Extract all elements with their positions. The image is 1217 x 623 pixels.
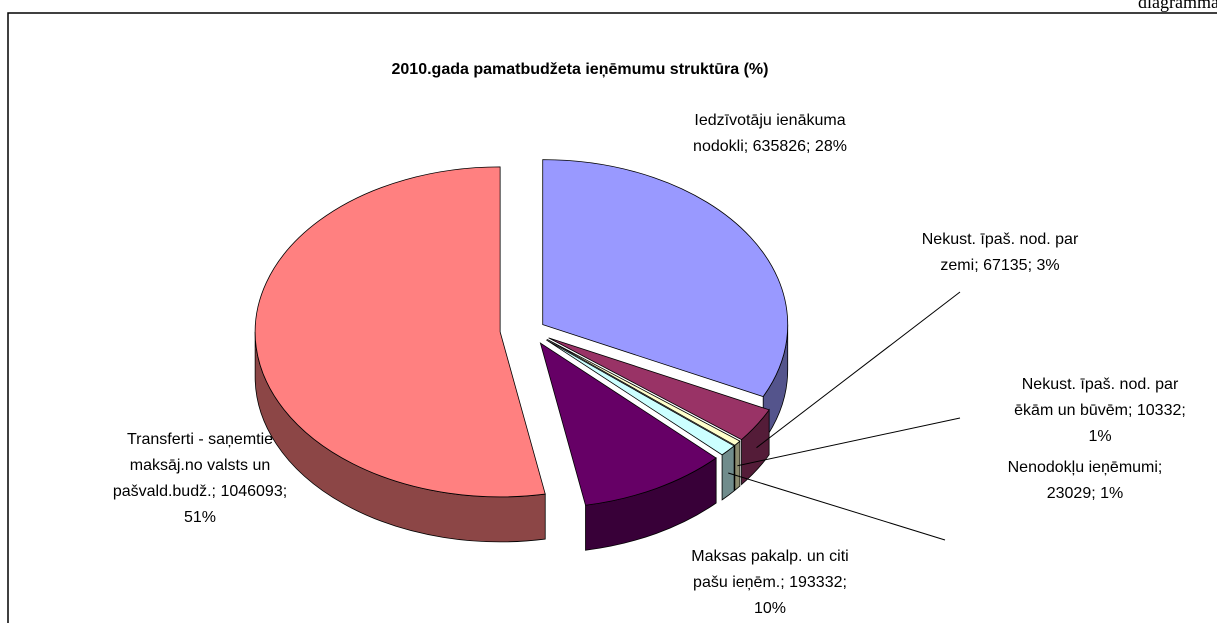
data-label: Nenodokļu ieņēmumi;: [1008, 459, 1163, 476]
slice: [542, 159, 789, 398]
data-label: pašvald.budž.; 1046093;: [113, 483, 287, 500]
data-label: 51%: [184, 509, 216, 526]
data-label: Nekust. īpaš. nod. par: [922, 231, 1079, 248]
slice: [539, 342, 717, 506]
data-label: Maksas pakalp. un citi: [691, 548, 848, 565]
leader-line: [728, 472, 946, 541]
data-label: 1%: [1088, 428, 1111, 445]
data-label: ēkām un būvēm; 10332;: [1014, 402, 1186, 419]
slice: [546, 338, 741, 446]
data-label: maksāj.no valsts un: [130, 457, 271, 474]
data-label: pašu ieņēm.; 193332;: [693, 574, 847, 591]
data-label: nodokli; 635826; 28%: [693, 138, 847, 155]
slice: [546, 339, 735, 456]
data-label: 10%: [754, 600, 786, 617]
data-label: zemi; 67135; 3%: [940, 257, 1059, 274]
leader-line: [756, 291, 961, 449]
slice: [548, 337, 770, 441]
data-label: 23029; 1%: [1047, 485, 1124, 502]
page-header: diagramma N: [1138, 0, 1217, 12]
data-label: Transferti - saņemtie: [127, 431, 273, 448]
slice: [254, 166, 546, 498]
leader-line: [737, 417, 961, 467]
data-label: Nekust. īpaš. nod. par: [1022, 376, 1179, 393]
data-label: Iedzīvotāju ienākuma: [694, 112, 845, 129]
chart-title: 2010.gada pamatbudžeta ieņēmumu struktūr…: [392, 61, 769, 78]
